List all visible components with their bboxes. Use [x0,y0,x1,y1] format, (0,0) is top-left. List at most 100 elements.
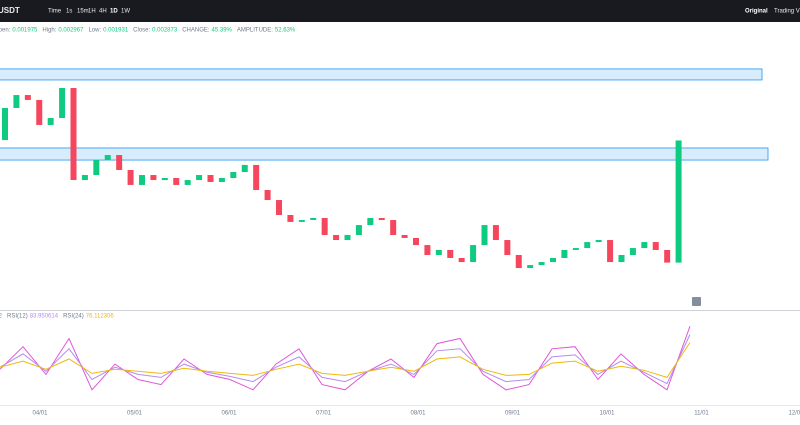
candle-body [241,164,248,173]
candle-body [127,169,134,185]
candle-body [538,262,545,266]
candle-body [413,237,419,246]
candle-body [401,234,408,238]
candle-body [595,240,602,243]
candle-body [424,245,431,255]
candle-body [675,140,682,263]
candle-body [344,234,351,241]
info-value: 45.39% [212,28,233,34]
candle-body [321,217,328,235]
candle-body [24,95,31,100]
info-value: 0.002873 [152,28,178,34]
x-tick-label: 09/01 [505,411,521,417]
x-tick-label: 04/01 [32,411,48,417]
candle-body [104,155,111,161]
candle-body [492,225,499,241]
x-tick-label: 07/01 [316,411,332,417]
interval[interactable]: Time [48,9,62,15]
candle-body [218,178,225,182]
candle-body [515,254,522,269]
toolbar-bg [0,0,800,22]
candle-body [504,240,511,255]
candle-body [81,175,88,181]
candle-body [572,248,579,250]
x-tick-label: 05/01 [127,411,143,417]
x-tick-label: 08/01 [410,411,426,417]
candle-body [652,242,659,250]
candle-body [561,249,568,258]
candle-body [458,257,465,263]
candle-body [93,160,100,176]
candle-body [629,248,636,255]
candle-body [298,220,305,222]
candle-body [447,249,454,258]
candle-body [47,118,54,125]
candle-body [481,225,488,246]
info-value: 0.002967 [58,28,84,34]
info-label: Open: [0,28,11,34]
settings-button[interactable] [692,297,701,306]
view-tradingview[interactable]: Trading View [774,9,800,15]
info-label: AMPLITUDE: [237,28,273,34]
legend-value: 83.950614 [30,314,59,320]
candle-body [196,175,203,181]
interval[interactable]: 15m [77,9,89,15]
interval[interactable]: 4H [99,9,107,15]
candle-body [310,217,317,221]
interval[interactable]: 1D [110,9,118,15]
x-tick-label: 10/01 [599,411,615,417]
candle-body [367,217,374,226]
rsi-line [0,326,691,391]
candle-body [13,95,20,108]
candle-body [435,249,442,255]
candle-body [253,164,260,190]
info-label: Low: [88,28,101,34]
legend-value: 92 [0,314,3,320]
info-value: 52.63% [275,28,296,34]
view-original[interactable]: Original [745,9,768,15]
candle-body [264,189,271,201]
candle-body [59,87,66,119]
candle-body [527,265,534,269]
symbol[interactable]: USDT [0,6,20,15]
candle-body [36,99,43,125]
interval[interactable]: 1s [66,9,72,15]
candle-body [70,87,77,181]
legend-name: RSI(24) [63,314,84,320]
interval[interactable]: 1W [121,9,130,15]
x-tick-label: 06/01 [221,411,237,417]
candle-body [333,234,340,241]
candle-body [470,245,477,263]
candle-body [161,178,168,181]
x-tick-label: 12/01 [788,411,800,417]
zone [0,147,769,161]
x-tick-label: 11/01 [694,411,709,417]
candle-body [618,254,625,263]
candle-body [184,180,191,185]
candle-body [207,175,214,182]
interval[interactable]: 1H [88,9,96,15]
candle-body [173,178,180,185]
candle-body [116,155,123,170]
zone [0,68,763,81]
candle-body [2,107,8,141]
info-value: 0.001931 [103,28,129,34]
candle-body [355,225,362,235]
info-label: CHANGE: [182,28,210,34]
rsi-line [0,334,691,385]
candle-body [150,175,157,181]
candle-body [607,240,614,263]
candle-body [390,220,397,235]
candle-body [584,242,591,249]
candle-body [276,200,282,215]
legend-name: RSI(12) [7,314,28,320]
rsi-line [0,342,691,378]
info-label: Close: [133,28,150,34]
candle-body [641,242,648,249]
candle-body [139,175,145,185]
candle-body [378,217,385,221]
candle-body [287,215,294,222]
